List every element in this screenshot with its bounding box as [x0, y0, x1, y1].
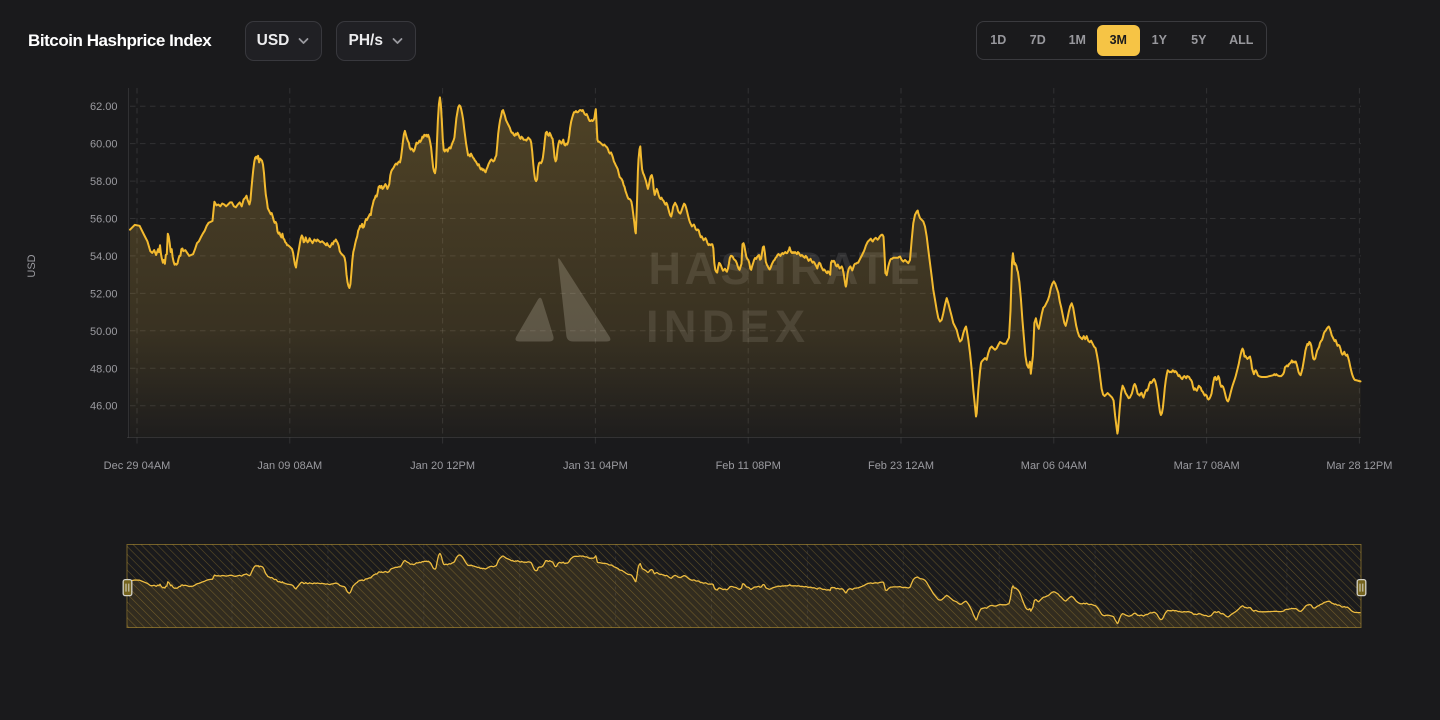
svg-text:48.00: 48.00 [90, 363, 118, 375]
svg-text:Mar 28 12PM: Mar 28 12PM [1326, 460, 1392, 472]
svg-text:58.00: 58.00 [90, 176, 118, 188]
svg-text:Mar 06 04AM: Mar 06 04AM [1021, 460, 1087, 472]
svg-text:46.00: 46.00 [90, 401, 118, 413]
svg-text:50.00: 50.00 [90, 326, 118, 338]
svg-text:Dec 29 04AM: Dec 29 04AM [104, 460, 171, 472]
svg-text:Feb 23 12AM: Feb 23 12AM [868, 460, 934, 472]
svg-text:Mar 17 08AM: Mar 17 08AM [1174, 460, 1240, 472]
svg-text:Jan 31 04PM: Jan 31 04PM [563, 460, 628, 472]
svg-text:60.00: 60.00 [90, 139, 118, 151]
svg-text:Feb 11 08PM: Feb 11 08PM [716, 460, 781, 472]
svg-text:54.00: 54.00 [90, 251, 118, 263]
svg-text:52.00: 52.00 [90, 288, 118, 300]
svg-text:56.00: 56.00 [90, 214, 118, 226]
svg-text:Jan 09 08AM: Jan 09 08AM [257, 460, 322, 472]
svg-text:USD: USD [26, 254, 38, 277]
svg-text:Jan 20 12PM: Jan 20 12PM [410, 460, 475, 472]
svg-text:62.00: 62.00 [90, 101, 118, 113]
